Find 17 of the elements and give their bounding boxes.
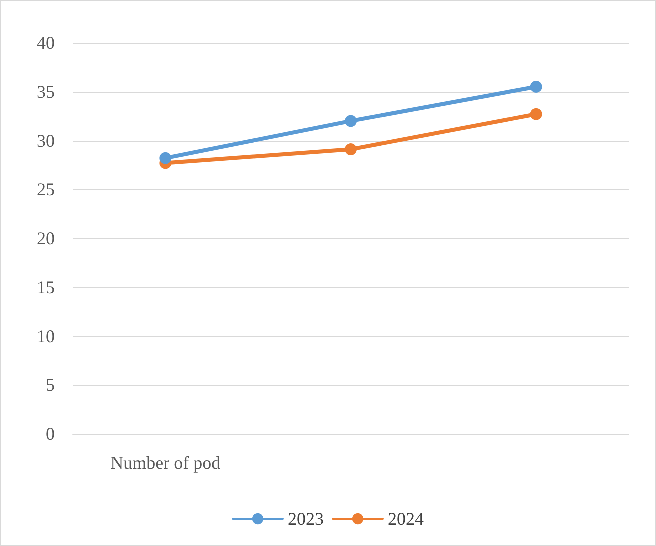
y-tick-label: 20 xyxy=(37,228,55,248)
y-tick-label: 40 xyxy=(37,33,55,53)
point xyxy=(530,80,542,93)
y-tick-label: 15 xyxy=(37,277,55,298)
y-tick-label: 25 xyxy=(37,180,55,200)
x-tick-label: Number of pod xyxy=(110,453,221,473)
legend-label: 2023 xyxy=(288,509,324,529)
legend-label: 2024 xyxy=(388,509,424,529)
point xyxy=(530,108,542,120)
y-tick-label: 5 xyxy=(46,375,55,396)
y-tick-label: 0 xyxy=(46,424,55,444)
point xyxy=(345,144,357,156)
y-tick-label: 35 xyxy=(37,82,55,102)
point xyxy=(345,115,357,128)
y-tick-label: 30 xyxy=(37,130,55,151)
point xyxy=(160,152,172,164)
y-tick-label: 10 xyxy=(37,326,55,346)
